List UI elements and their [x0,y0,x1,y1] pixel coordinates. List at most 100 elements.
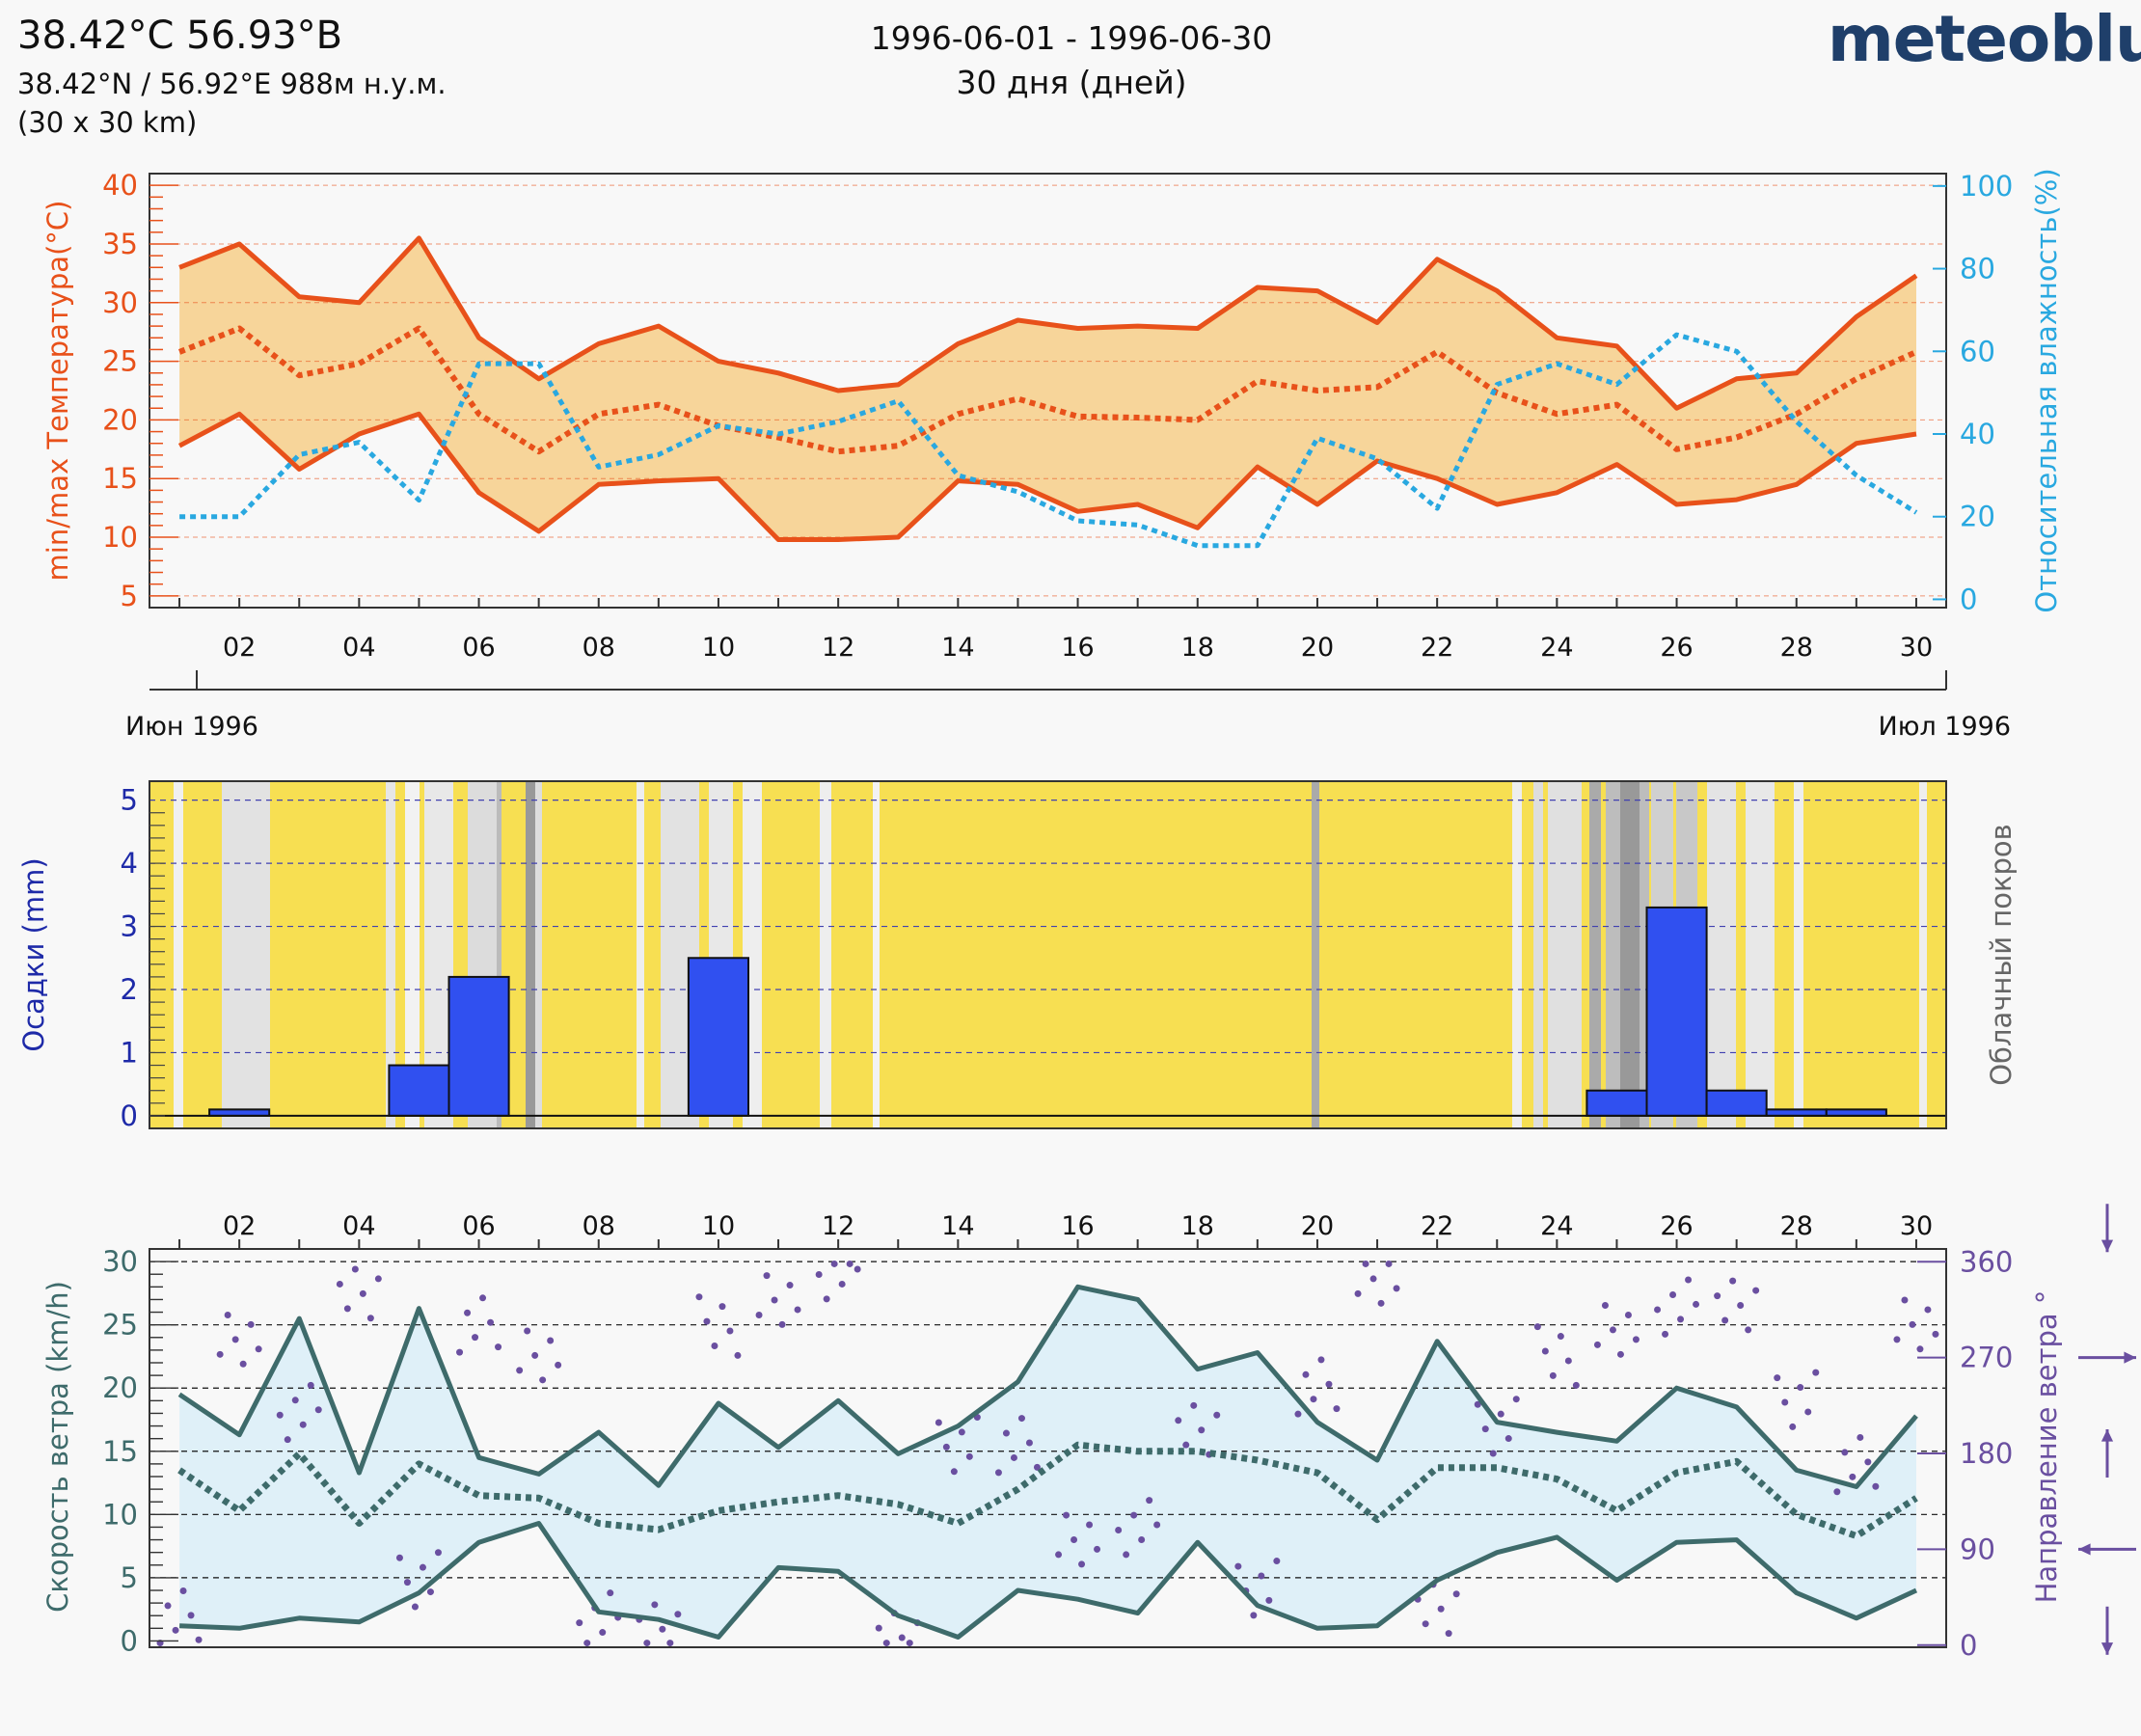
wind-direction-point [846,1260,854,1267]
humidity-tick-label: 100 [1960,170,2013,203]
wind-direction-point [1078,1560,1086,1568]
wind-direction-point [403,1579,411,1587]
day-tick-label: 06 [462,633,495,663]
wind-direction-point [419,1563,426,1571]
date-range: 1996-06-01 - 1996-06-30 [870,19,1273,57]
wind-direction-point [539,1376,547,1384]
temperature-tick-label: 35 [102,228,138,260]
wind-direction-point [547,1337,555,1344]
wind-direction-point [531,1351,539,1359]
wind-direction-point [411,1603,419,1611]
direction-tick-label: 180 [1960,1437,2013,1470]
wind-direction-point [1317,1356,1325,1364]
wind-direction-point [1258,1572,1265,1580]
wind-direction-point [1632,1336,1640,1343]
wind-direction-point [1294,1410,1302,1418]
wind-direction-point [1609,1326,1616,1334]
wind-direction-point [495,1343,502,1351]
wind-speed-tick-label: 30 [102,1245,138,1278]
wind-direction-point [1601,1302,1609,1310]
wind-chart: 0 5 10 15 20 25 30 0 90 180 270 360 02 04 06 08 10 12 14 16… [41,1204,2136,1662]
wind-direction-point [1864,1458,1872,1466]
humidity-tick-label: 80 [1960,253,1995,285]
wind-speed-tick-label: 0 [121,1624,138,1657]
wind-direction-point [195,1636,203,1643]
wind-direction-point [1714,1292,1721,1300]
day-tick-label: 08 [583,1211,615,1241]
wind-direction-point [164,1602,172,1610]
wind-direction-point [1541,1347,1549,1355]
wind-direction-point [1893,1336,1901,1343]
max-temperature-line [178,235,1918,411]
wind-direction-point [1198,1426,1206,1434]
wind-range-fill [179,1287,1917,1638]
cloud-cover-stripe [1620,781,1640,1128]
wind-direction-point [395,1554,403,1561]
meteoblue-logo[interactable]: meteoblue [1828,2,2141,76]
wind-direction-point [359,1289,366,1297]
wind-direction-point [882,1640,890,1647]
day-tick-label: 14 [941,1211,974,1241]
cloud-cover-stripe [873,781,880,1128]
wind-direction-point [374,1275,382,1283]
wind-direction-point [276,1411,284,1419]
wind-direction-point [599,1629,607,1637]
wind-direction-point [291,1397,299,1404]
wind-direction-point [1624,1311,1632,1318]
wind-direction-point [1593,1341,1601,1348]
temperature-frame [149,173,1947,609]
wind-direction-point [299,1421,307,1428]
day-tick-label: 30 [1900,1211,1933,1241]
day-tick-label: 18 [1181,1211,1214,1241]
wind-direction-point [1138,1535,1146,1543]
day-tick-label: 30 [1900,633,1933,663]
wind-direction-point [1781,1398,1789,1406]
wind-direction-point [239,1360,247,1368]
day-tick-label: 14 [941,633,974,663]
wind-direction-point [1654,1306,1662,1314]
wind-direction-point [830,1260,838,1267]
wind-direction-point [1797,1384,1804,1392]
wind-direction-point [1115,1527,1123,1534]
cloud-cover-stripe [1312,781,1319,1128]
wind-direction-point [1841,1449,1849,1456]
day-tick-label: 10 [702,633,735,663]
wind-direction-point [1086,1521,1094,1529]
wind-direction-point [726,1327,734,1335]
precipitation-frame [149,780,1947,1129]
wind-frame [149,1248,1947,1648]
wind-direction-point [1833,1488,1841,1496]
day-tick-label: 04 [342,633,375,663]
wind-direction-point [314,1406,322,1414]
wind-direction-point [1213,1411,1221,1419]
wind-direction-axis-label: Направление ветра ° [2030,1290,2063,1604]
wind-direction-point [216,1350,224,1358]
wind-direction-point [336,1280,343,1288]
wind-direction-point [838,1280,846,1288]
wind-direction-point [794,1306,801,1314]
cloud-cover-stripe [637,781,644,1128]
month-end-label: Июл 1996 [1879,712,2011,742]
wind-direction-point [815,1271,823,1279]
north-arrow-icon [2100,1239,2114,1253]
wind-direction-point [1572,1381,1580,1389]
precipitation-tick-label: 1 [121,1036,138,1069]
precipitation-bar [447,975,510,1117]
wind-direction-point [1153,1521,1161,1529]
wind-direction-point [426,1588,434,1596]
humidity-tick-label: 0 [1960,583,1977,615]
wind-speed-tick-label: 15 [102,1435,138,1468]
wind-direction-point [464,1309,472,1316]
day-tick-label: 26 [1660,633,1693,663]
temperature-tick-label: 20 [102,403,138,436]
wind-direction-point [1677,1316,1685,1323]
wind-direction-point [643,1640,651,1647]
wind-direction-point [755,1311,763,1318]
day-tick-label: 06 [462,1211,495,1241]
direction-tick-label: 90 [1960,1533,1995,1565]
wind-direction-point [1437,1605,1445,1613]
precipitation-tick-label: 4 [121,847,138,880]
cloud-cover-stripe [1548,781,1582,1128]
wind-speed-tick-label: 10 [102,1498,138,1531]
wind-direction-point [1504,1435,1512,1443]
